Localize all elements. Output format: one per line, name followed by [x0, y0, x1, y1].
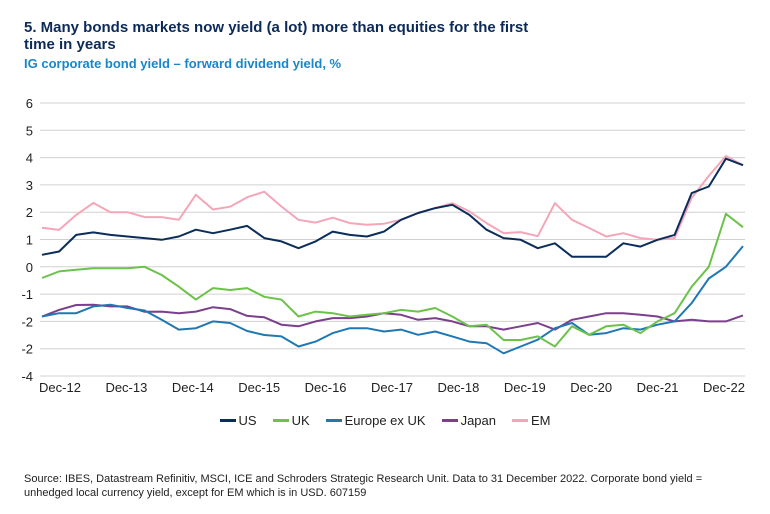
legend-label: EM	[530, 413, 551, 428]
legend-item: Europe ex UK	[325, 413, 426, 428]
legend-item: Japan	[441, 413, 496, 428]
y-tick-label: -4	[21, 369, 33, 384]
source-note: Source: IBES, Datastream Refinitiv, MSCI…	[24, 473, 703, 499]
x-tick-label: Dec-22	[703, 380, 745, 395]
legend-item: EM	[511, 413, 551, 428]
series-line-em	[41, 155, 744, 241]
x-tick-label: Dec-17	[371, 380, 413, 395]
x-tick-label: Dec-16	[305, 380, 347, 395]
legend-item: US	[219, 413, 257, 428]
legend: US UK Europe ex UK Japan EM	[0, 413, 770, 428]
x-tick-label: Dec-20	[570, 380, 612, 395]
legend-swatch	[325, 419, 342, 422]
series-line-uk	[41, 212, 744, 348]
series-line-us	[41, 157, 744, 258]
legend-label: Europe ex UK	[344, 413, 426, 428]
legend-swatch	[511, 419, 528, 422]
legend-swatch	[219, 419, 236, 422]
legend-label: UK	[291, 413, 310, 428]
y-tick-label: 6	[26, 96, 33, 111]
x-tick-label: Dec-12	[39, 380, 81, 395]
legend-item: UK	[272, 413, 310, 428]
x-tick-label: Dec-21	[637, 380, 679, 395]
legend-label: Japan	[460, 413, 496, 428]
x-tick-label: Dec-18	[437, 380, 479, 395]
y-tick-label: -2	[21, 342, 33, 357]
y-tick-label: 5	[26, 123, 33, 138]
series-line-japan	[41, 303, 744, 331]
y-tick-label: 2	[26, 205, 33, 220]
x-tick-label: Dec-15	[238, 380, 280, 395]
y-tick-label: 4	[26, 151, 33, 166]
y-tick-label: 0	[26, 260, 33, 275]
y-tick-label: -2	[21, 314, 33, 329]
chart-title: 5. Many bonds markets now yield (a lot) …	[24, 19, 529, 53]
x-tick-label: Dec-13	[105, 380, 147, 395]
x-tick-label: Dec-14	[172, 380, 214, 395]
y-tick-label: -1	[21, 287, 33, 302]
chart-subtitle: IG corporate bond yield – forward divide…	[24, 56, 342, 71]
x-tick-label: Dec-19	[504, 380, 546, 395]
y-tick-label: 3	[26, 178, 33, 193]
legend-label: US	[238, 413, 257, 428]
legend-swatch	[441, 419, 458, 422]
legend-swatch	[272, 419, 289, 422]
series-line-europe-ex-uk	[41, 245, 744, 355]
y-tick-label: 1	[26, 233, 33, 248]
